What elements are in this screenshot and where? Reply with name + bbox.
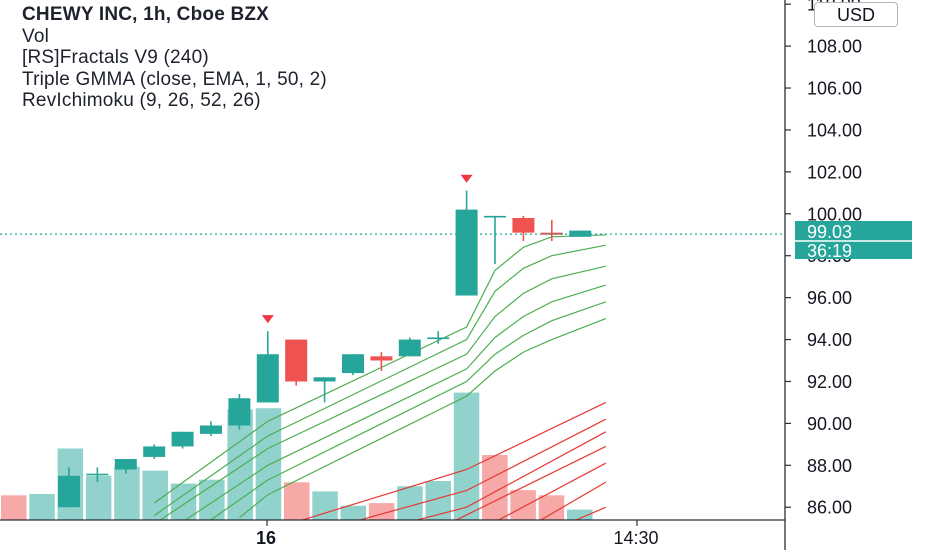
volume-bar xyxy=(114,466,140,520)
fractals-layer xyxy=(261,174,473,324)
volume-bar xyxy=(538,495,565,520)
candle-body xyxy=(370,356,393,361)
price-tick-label: 90.00 xyxy=(807,414,852,434)
candle-body xyxy=(114,459,137,470)
volume-layer xyxy=(1,392,593,520)
indicator-revichimoku[interactable]: RevIchimoku (9, 26, 52, 26) xyxy=(22,90,261,111)
volume-bar xyxy=(567,509,593,520)
candle-body xyxy=(228,398,251,426)
price-tick-label: 106.00 xyxy=(807,79,862,99)
ichimoku-line xyxy=(352,418,607,523)
indicator-volume[interactable]: Vol xyxy=(22,25,50,47)
price-tick-label: 88.00 xyxy=(807,456,852,476)
gmma-line xyxy=(239,318,607,519)
fractal-down-marker xyxy=(460,174,473,183)
volume-bar xyxy=(284,482,310,520)
candle-body xyxy=(342,354,364,374)
gmma-line xyxy=(153,265,606,525)
gmma-line xyxy=(210,301,606,521)
candle-body xyxy=(171,431,194,447)
bar-countdown-label: 36:19 xyxy=(807,241,852,261)
ichimoku-line xyxy=(409,431,607,523)
candle-body xyxy=(455,209,478,296)
candle-body xyxy=(313,377,336,382)
ichimoku-layer xyxy=(296,401,607,523)
indicator-triple-gmma[interactable]: Triple GMMA (close, EMA, 1, 50, 2) xyxy=(22,68,327,90)
time-label-1430: 14:30 xyxy=(613,528,658,548)
price-tick-label: 100.00 xyxy=(807,204,862,224)
chart-legend: CHEWY INC, 1h, Cboe BZX Vol [RS]Fractals… xyxy=(22,4,327,112)
candle-body xyxy=(143,446,166,457)
volume-bar xyxy=(29,494,55,520)
price-tick-label: 86.00 xyxy=(807,498,852,518)
ichimoku-line xyxy=(537,481,607,523)
candle-body xyxy=(200,425,222,434)
currency-button[interactable]: USD xyxy=(814,2,898,27)
volume-bar xyxy=(255,408,282,520)
volume-bar xyxy=(1,495,27,520)
gmma-line xyxy=(153,244,606,517)
candle-body xyxy=(398,339,421,357)
volume-bar xyxy=(142,470,168,520)
last-price-label-bg xyxy=(795,221,912,259)
gmma-line xyxy=(182,284,606,523)
symbol-title[interactable]: CHEWY INC, 1h, Cboe BZX xyxy=(22,4,270,25)
candles-layer xyxy=(58,190,592,508)
candle-body xyxy=(86,473,109,476)
volume-bar xyxy=(85,475,112,520)
candle-body xyxy=(256,354,279,403)
last-price-label: 99.03 xyxy=(807,222,852,242)
time-label-16: 16 xyxy=(256,528,276,548)
time-axis-bg[interactable] xyxy=(0,520,785,550)
candle-body xyxy=(427,337,450,340)
price-tick-label: 92.00 xyxy=(807,372,852,392)
ichimoku-line xyxy=(452,445,607,523)
ichimoku-line xyxy=(296,401,607,523)
price-tick-label: 102.00 xyxy=(807,162,862,182)
price-tick-label: 104.00 xyxy=(807,120,862,140)
candle-body xyxy=(484,215,506,218)
price-tick-label: 94.00 xyxy=(807,330,852,350)
ichimoku-line xyxy=(494,462,607,523)
fractal-down-marker xyxy=(261,315,274,324)
volume-bar xyxy=(340,505,367,520)
gmma-line xyxy=(153,234,606,504)
price-scale-bg[interactable] xyxy=(785,0,932,550)
indicator-fractals[interactable]: [RS]Fractals V9 (240) xyxy=(22,47,209,68)
candle-body xyxy=(512,217,535,233)
candle-body xyxy=(285,339,308,382)
volume-bar xyxy=(397,486,423,520)
volume-bar xyxy=(453,392,480,520)
candle-body xyxy=(58,475,80,508)
volume-bar xyxy=(510,490,536,520)
price-tick-label: 108.00 xyxy=(807,37,862,57)
price-tick-label: 96.00 xyxy=(807,288,852,308)
